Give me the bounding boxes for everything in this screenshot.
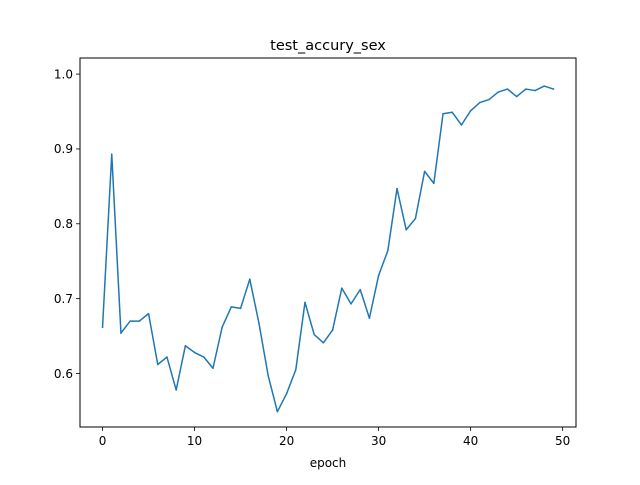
- data-point: [258, 322, 260, 325]
- data-point: [157, 363, 159, 366]
- data-point: [249, 278, 251, 280]
- y-tick-label: 0.8: [54, 217, 73, 231]
- x-tick-label: 40: [463, 434, 478, 448]
- data-point: [138, 320, 141, 322]
- y-tick-label: 0.6: [54, 367, 73, 381]
- data-point: [479, 101, 481, 104]
- axis-ticks: 0 10 20 30 40 50 0.6 0.7 0.8 0.9 1.0: [54, 67, 570, 448]
- data-point: [212, 367, 214, 369]
- data-point: [304, 301, 306, 304]
- data-point: [515, 95, 518, 98]
- data-point: [230, 306, 233, 308]
- x-tick-label: 30: [371, 434, 386, 448]
- data-point: [276, 410, 279, 413]
- data-point: [543, 85, 545, 87]
- data-point: [193, 351, 196, 354]
- x-tick-label: 50: [555, 434, 570, 448]
- data-point: [368, 317, 371, 319]
- data-point: [111, 153, 113, 155]
- data-point: [525, 88, 527, 90]
- data-point: [221, 326, 223, 328]
- chart-title: test_accury_sex: [270, 38, 386, 54]
- plot-area: [101, 85, 555, 413]
- data-point: [396, 187, 398, 190]
- y-tick-label: 0.9: [54, 142, 73, 156]
- data-point: [267, 374, 269, 377]
- data-point: [469, 110, 472, 112]
- data-point: [414, 217, 417, 220]
- data-point: [359, 288, 361, 291]
- data-point: [433, 182, 435, 185]
- data-point: [534, 89, 536, 92]
- data-point: [387, 249, 389, 252]
- x-tick-label: 0: [99, 434, 107, 448]
- data-point: [203, 356, 205, 358]
- data-point: [488, 98, 490, 101]
- x-axis-label: epoch: [310, 456, 347, 470]
- data-point: [377, 274, 380, 277]
- data-point: [285, 392, 288, 395]
- data-point: [120, 332, 122, 334]
- data-point: [423, 170, 426, 173]
- data-point: [175, 389, 177, 391]
- data-point: [405, 229, 407, 231]
- data-point: [350, 303, 352, 305]
- data-point: [497, 91, 499, 93]
- data-point: [442, 113, 444, 115]
- axes-frame: [79, 57, 577, 428]
- data-point: [166, 356, 168, 358]
- data-point: [460, 124, 463, 126]
- data-point: [451, 111, 453, 114]
- x-tick-label: 10: [187, 434, 202, 448]
- data-point: [184, 345, 187, 347]
- data-point: [147, 312, 150, 315]
- data-point: [239, 307, 242, 310]
- data-point: [506, 88, 509, 90]
- data-point: [295, 368, 297, 371]
- data-point: [313, 333, 315, 336]
- y-tick-label: 0.7: [54, 292, 73, 306]
- data-point: [101, 326, 104, 328]
- series-line: [101, 85, 555, 413]
- data-point: [331, 329, 334, 331]
- x-tick-label: 20: [279, 434, 294, 448]
- data-point: [129, 320, 131, 322]
- data-point: [552, 88, 555, 90]
- data-point: [341, 287, 343, 289]
- data-point: [322, 342, 325, 344]
- y-tick-label: 1.0: [54, 67, 73, 81]
